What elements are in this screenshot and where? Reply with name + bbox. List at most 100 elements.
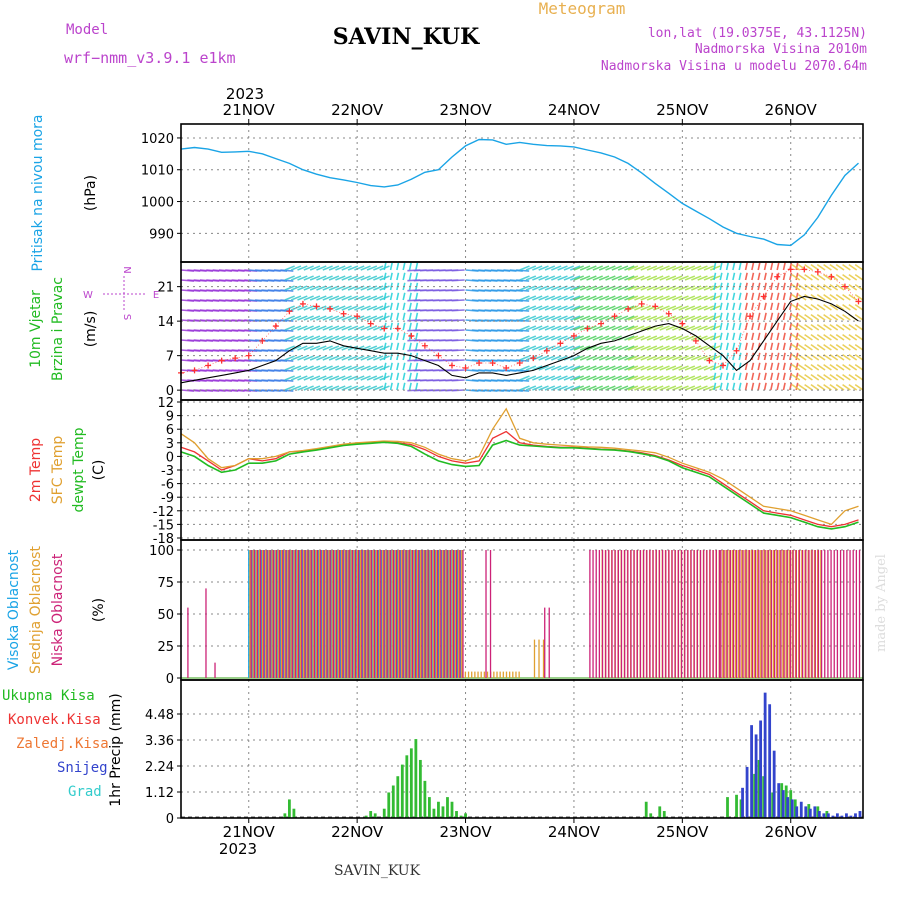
wind-arrow — [776, 262, 780, 271]
wind-arrow — [322, 355, 333, 361]
wind-arrow — [284, 385, 295, 391]
wind-arrow — [360, 375, 371, 381]
bottom-day-21NOV: 21NOV — [223, 823, 276, 841]
wind-arrow — [284, 295, 295, 301]
wind-arrow — [854, 283, 864, 291]
wind-arrow — [570, 355, 581, 361]
temperature-ytick-label: -15 — [153, 518, 174, 533]
wind-arrow — [328, 335, 340, 341]
wind-arrow — [408, 312, 412, 321]
wind-arrow — [366, 365, 378, 371]
wind-arrow — [646, 325, 658, 331]
wind-arrow — [341, 375, 352, 381]
wind-speed-line — [180, 295, 859, 384]
wind-arrow — [691, 345, 702, 351]
wind-arrow — [551, 305, 562, 311]
wind-arrow — [719, 262, 723, 271]
wind-arrow — [611, 385, 622, 391]
wind-arrow — [640, 295, 651, 301]
wind-arrow — [795, 282, 799, 291]
wind-arrow — [335, 335, 346, 341]
wind-arrow — [297, 325, 308, 331]
gust-marker — [638, 300, 645, 307]
wind-arrow — [823, 313, 832, 321]
wind-arrow — [297, 265, 308, 271]
wind-arrow — [776, 312, 780, 321]
wind-arrow — [653, 375, 664, 381]
wind-arrow — [341, 335, 352, 341]
wind-arrow — [659, 355, 670, 361]
wind-arrow — [678, 295, 689, 301]
wind-arrow — [691, 265, 702, 271]
wind-arrow — [415, 272, 419, 281]
wind-arrow — [280, 369, 294, 372]
wind-arrow — [544, 385, 556, 391]
wind-arrow — [659, 345, 670, 351]
wind-arrow — [586, 355, 597, 361]
wind-arrow — [665, 275, 677, 281]
wind-arrow — [360, 385, 371, 391]
wind-arrow — [519, 305, 530, 311]
wind-arrow — [797, 313, 807, 321]
wind-arrow — [678, 385, 689, 391]
gust-marker — [611, 313, 618, 320]
wind-arrow — [335, 265, 346, 271]
wind-arrow — [389, 362, 393, 371]
wind-arrow — [519, 275, 530, 281]
precip-bar-1 — [781, 790, 785, 818]
wind-arrow — [835, 333, 845, 341]
wind-arrow — [354, 295, 365, 301]
wind-arrow — [719, 372, 723, 381]
wind-arrow — [347, 385, 359, 391]
footer-station: SAVIN_KUK — [334, 863, 421, 879]
wind-arrow — [335, 355, 346, 361]
wind-arrow — [804, 333, 813, 341]
wind-arrow — [415, 342, 419, 351]
temp-ylabel-2m: 2m Temp — [28, 438, 44, 502]
wind-arrow — [519, 335, 530, 341]
wind-arrow — [789, 382, 793, 391]
wind-arrow — [557, 345, 568, 351]
wind-arrow — [713, 292, 717, 301]
wind-arrow — [719, 332, 723, 341]
wind-arrow — [611, 355, 622, 361]
precip-bar-1 — [772, 750, 776, 818]
wind-arrow — [303, 295, 314, 301]
precip-bar-1 — [836, 813, 839, 818]
wind-arrow — [280, 279, 294, 282]
wind-arrow — [538, 385, 549, 391]
wind-arrow — [309, 385, 321, 391]
wind-arrow — [297, 285, 308, 291]
wind-arrow — [383, 362, 387, 371]
gust-marker — [299, 300, 306, 307]
wind-arrow — [402, 332, 406, 341]
wind-arrow — [703, 385, 715, 391]
wind-arrow — [617, 265, 629, 271]
wind-arrow — [544, 275, 556, 281]
wind-arrow — [396, 342, 400, 351]
wind-arrow — [383, 312, 387, 321]
wind-arrow — [691, 315, 702, 321]
precip-bar-1 — [826, 813, 830, 818]
temperature-ytick-label: -6 — [161, 478, 174, 493]
wind-arrow — [538, 285, 549, 291]
precip-bar-0 — [287, 799, 291, 818]
wind-arrow — [617, 365, 629, 371]
wind-arrow — [563, 315, 575, 321]
gust-marker — [828, 273, 835, 280]
cloud-ylabel-mid: Srednja Oblacnost — [28, 546, 44, 674]
wind-arrow — [842, 383, 851, 391]
wind-arrow — [335, 305, 346, 311]
wind-arrow — [665, 315, 677, 321]
wind-arrow — [316, 335, 327, 341]
wind-arrow — [557, 375, 568, 381]
wind-ylabel-1: 10m Vjetar — [28, 290, 44, 368]
wind-arrow — [703, 285, 715, 291]
wind-arrow — [617, 345, 629, 351]
wind-arrow — [451, 359, 465, 362]
wind-arrow — [848, 273, 858, 281]
wind-arrow — [579, 295, 591, 301]
wind-arrow — [782, 292, 786, 301]
wind-arrow — [684, 285, 696, 291]
wind-arrow — [341, 305, 352, 311]
